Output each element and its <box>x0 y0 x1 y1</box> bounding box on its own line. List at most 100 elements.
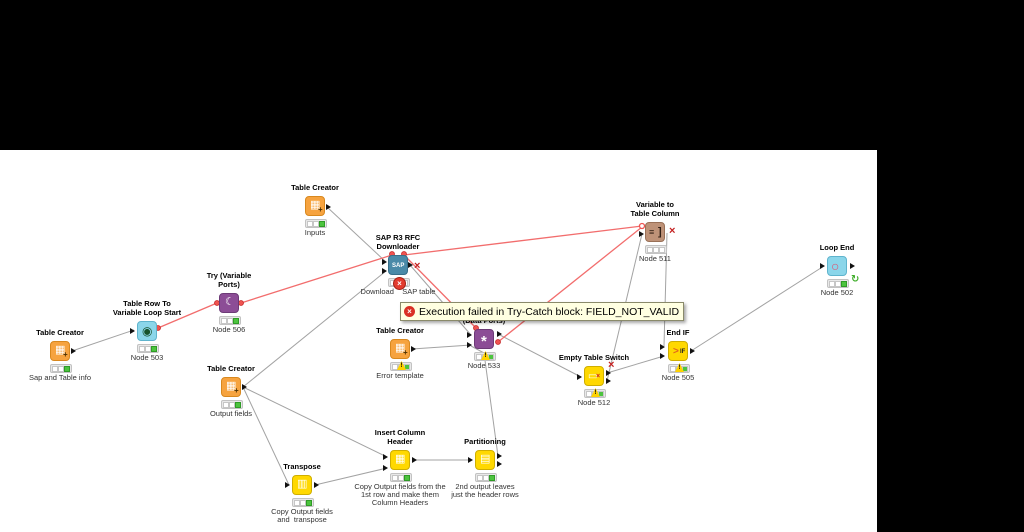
port-out[interactable] <box>497 461 502 467</box>
port-in[interactable] <box>382 268 387 274</box>
node-try[interactable]: ☾ <box>219 293 239 313</box>
node-table-creator-sap[interactable]: ▦ + <box>50 341 70 361</box>
port-in[interactable] <box>382 259 387 265</box>
node-transpose-comment: Copy Output fields and transpose <box>271 507 333 524</box>
node-catch-errors[interactable]: * <box>474 329 494 349</box>
endif-glyph: IF <box>680 349 686 355</box>
node-loop-end-number: Node 502 <box>820 288 854 297</box>
port-out[interactable] <box>242 384 247 390</box>
node-table-creator-output-fields-label: Table Creator <box>207 363 255 373</box>
port-out[interactable] <box>326 204 331 210</box>
edge-data[interactable] <box>606 355 665 374</box>
node-end-if[interactable]: > IF <box>668 341 688 361</box>
port-dot[interactable] <box>238 300 244 306</box>
workflow-canvas[interactable] <box>0 150 877 532</box>
port-out[interactable] <box>606 370 611 376</box>
edge-data[interactable] <box>71 329 135 352</box>
node-loop-start-number: Node 503 <box>130 353 164 362</box>
node-loop-start-label: Table Row To Variable Loop Start <box>112 299 182 317</box>
node-end-if-number: Node 505 <box>661 373 695 382</box>
port-in[interactable] <box>820 263 825 269</box>
node-loop-start-status <box>137 344 159 353</box>
port-out[interactable] <box>497 453 502 459</box>
port-in[interactable] <box>639 231 644 237</box>
edge-flow[interactable] <box>157 302 218 329</box>
node-table-creator-inputs-label: Table Creator <box>291 182 339 192</box>
port-dot[interactable] <box>495 339 501 345</box>
ich-glyph: ▦ <box>395 453 406 465</box>
port-out[interactable] <box>411 346 416 352</box>
edge-flow[interactable] <box>497 226 643 343</box>
tc-glyph: + <box>318 205 323 214</box>
loopend-glyph: ○ <box>831 258 840 274</box>
error-tooltip: × Execution failed in Try-Catch block: F… <box>400 302 685 321</box>
node-table-creator-inputs[interactable]: ▦ + <box>305 196 325 216</box>
port-ring[interactable] <box>638 222 646 230</box>
port-out[interactable] <box>497 331 502 337</box>
error-x-icon: × <box>414 260 420 272</box>
node-partitioning-status <box>475 473 497 482</box>
node-sap-downloader-status: × <box>388 277 410 290</box>
edge-data[interactable] <box>411 344 472 350</box>
port-out[interactable] <box>71 348 76 354</box>
node-empty-table-switch-number: Node 512 <box>577 398 611 407</box>
port-in[interactable] <box>660 353 665 359</box>
node-catch-errors-number: Node 533 <box>467 361 501 370</box>
node-table-creator-output-fields-comment: Output fields <box>209 409 253 418</box>
node-variable-to-table-column[interactable]: ≡] <box>645 222 665 242</box>
edge-data[interactable] <box>242 270 387 388</box>
node-loop-start[interactable]: ◉ <box>137 321 157 341</box>
error-x-icon: × <box>669 225 675 237</box>
node-loop-end-label: Loop End <box>819 242 855 252</box>
node-table-creator-error-template[interactable]: ▦ + <box>390 339 410 359</box>
edge-data[interactable] <box>690 265 825 352</box>
edge-flow[interactable] <box>240 254 393 304</box>
port-out[interactable] <box>850 263 855 269</box>
edge-data[interactable] <box>326 206 387 263</box>
edge-data[interactable] <box>242 386 290 486</box>
tc-glyph: + <box>234 386 239 395</box>
try-glyph: ☾ <box>225 296 235 308</box>
port-out[interactable] <box>690 348 695 354</box>
node-transpose[interactable]: ▥ <box>292 475 312 495</box>
node-table-creator-output-fields[interactable]: ▦ + <box>221 377 241 397</box>
node-table-creator-sap-status <box>50 364 72 373</box>
port-in[interactable] <box>577 374 582 380</box>
node-table-creator-inputs-status <box>305 219 327 228</box>
error-tooltip-text: Execution failed in Try-Catch block: FIE… <box>419 305 680 318</box>
node-loop-end[interactable]: ○ <box>827 256 847 276</box>
edge-data[interactable] <box>242 386 388 458</box>
port-out[interactable] <box>412 457 417 463</box>
edge-flow[interactable] <box>403 225 643 256</box>
loopstart-glyph: ◉ <box>142 324 153 338</box>
edge-data[interactable] <box>409 264 472 336</box>
node-table-creator-error-template-label: Table Creator <box>376 325 424 335</box>
node-sap-downloader[interactable]: SAP <box>388 255 408 275</box>
port-in[interactable] <box>467 332 472 338</box>
node-catch-errors-status: ! <box>474 351 496 361</box>
port-in[interactable] <box>383 454 388 460</box>
port-out[interactable] <box>408 262 413 268</box>
v2tc-glyph: ] <box>658 226 662 238</box>
switch-glyph: ▭ <box>588 371 598 382</box>
port-out[interactable] <box>606 378 611 384</box>
switch-glyph: × <box>596 373 601 380</box>
port-in[interactable] <box>660 344 665 350</box>
edge-data[interactable] <box>497 333 582 378</box>
port-in[interactable] <box>467 342 472 348</box>
port-in[interactable] <box>468 457 473 463</box>
port-in[interactable] <box>383 465 388 471</box>
node-insert-column-header[interactable]: ▦ <box>390 450 410 470</box>
node-empty-table-switch[interactable]: ▭ × <box>584 366 604 386</box>
node-try-label: Try (Variable Ports) <box>206 271 252 289</box>
port-out[interactable] <box>314 482 319 488</box>
edge-data[interactable] <box>314 467 388 486</box>
port-in[interactable] <box>130 328 135 334</box>
tc-glyph: + <box>63 350 68 359</box>
port-in[interactable] <box>285 482 290 488</box>
node-partitioning[interactable]: ▤ <box>475 450 495 470</box>
warning-icon: ! <box>675 363 684 372</box>
warning-icon: ! <box>481 351 490 360</box>
node-empty-table-switch-status: ! <box>584 388 606 398</box>
